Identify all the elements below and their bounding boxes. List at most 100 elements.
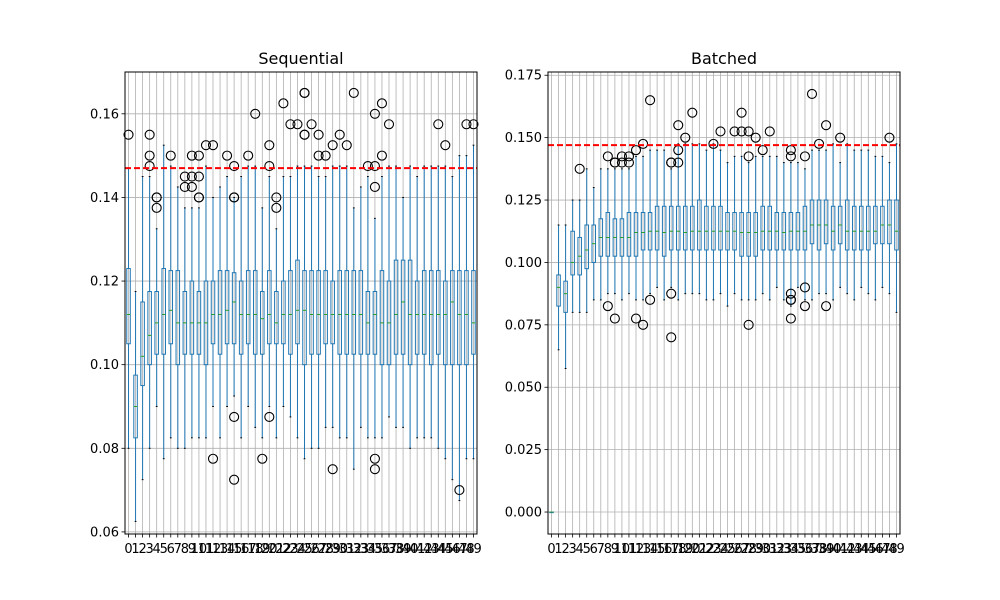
outlier-point [278,98,289,109]
iqr-box [372,291,378,355]
box-17 [666,157,677,343]
iqr-box [718,205,723,251]
iqr-box [640,212,646,251]
x-tick-label: 27 [733,542,750,557]
iqr-box [309,270,314,355]
box-7 [175,186,181,449]
x-tick-label: 1 [554,542,562,557]
outlier-point [799,151,811,162]
box-23 [708,138,719,301]
box-19 [680,132,691,295]
box-20 [264,140,275,422]
x-tick-label: 33 [353,542,370,557]
iqr-box [393,259,399,355]
box-39 [400,196,406,428]
outlier-point [729,126,740,137]
outlier-point [383,119,395,130]
outlier-point [334,129,345,140]
iqr-box [400,259,406,355]
outlier-point [207,453,219,464]
box-38 [813,138,825,295]
iqr-box [570,230,575,276]
box-16 [661,149,667,301]
x-tick-label: 7 [597,542,605,557]
iqr-box [633,212,639,257]
x-tick-label: 7 [174,542,182,557]
outlier-point [186,171,197,182]
x-tick-label: 5 [160,542,168,557]
box-45 [440,140,451,460]
box-30 [757,145,768,295]
iqr-box [379,270,385,366]
iqr-box [851,205,857,251]
sequential-plot-area [125,72,477,534]
subplot-batched: 0123456789101112131415161718192021222324… [505,49,905,557]
outlier-point [299,129,310,140]
x-tick-label: 4 [153,542,161,557]
iqr-box [407,259,413,366]
box-29 [327,140,338,475]
iqr-box [210,280,216,345]
outlier-point [785,145,796,156]
outlier-point [616,151,627,162]
outlier-point [327,464,338,475]
box-47 [454,155,465,502]
iqr-box [767,205,773,251]
x-tick-label: 9 [611,542,619,557]
box-24 [292,119,303,439]
y-tick-label: 0.10 [90,358,119,373]
box-1 [133,291,138,522]
outlier-point [229,474,240,485]
outlier-point [637,319,649,330]
iqr-box [316,270,321,355]
outlier-point [222,150,233,161]
box-16 [238,176,244,439]
outlier-point [884,132,895,143]
x-tick-label: 29 [324,542,341,557]
x-tick-label: 16 [233,542,250,557]
iqr-box [126,268,131,345]
iqr-box [161,268,166,355]
y-tick-label: 0.050 [505,381,542,396]
box-2 [140,176,145,481]
box-5 [584,168,589,313]
outlier-point [785,294,796,305]
box-33 [358,186,364,428]
x-tick-label: 3 [145,542,153,557]
outlier-point [193,192,204,203]
box-21 [697,143,702,295]
iqr-box [887,199,892,245]
box-26 [306,119,317,449]
outlier-point [461,119,472,130]
iqr-box [147,291,152,366]
outlier-point [313,129,324,140]
x-tick-label: 5 [583,542,591,557]
outlier-point [440,140,451,151]
box-4 [151,192,162,407]
iqr-box [337,270,342,355]
batched-boxes [549,88,899,514]
box-40 [407,165,413,449]
box-3 [570,199,575,313]
outlier-point [369,453,380,464]
x-tick-label: 40 [402,542,419,557]
x-tick-label: 8 [181,542,189,557]
x-tick-label: 16 [656,542,673,557]
box-44 [859,149,864,288]
x-tick-label: 21 [268,542,285,557]
iqr-box [746,212,751,257]
x-tick-label: 15 [226,542,243,557]
box-8 [179,171,190,449]
outlier-point [799,282,811,293]
box-37 [806,88,818,301]
outlier-point [369,161,380,172]
x-tick-label: 43 [423,542,440,557]
outlier-point [193,150,204,161]
y-tick-label: 0.06 [90,525,119,540]
x-tick-label: 45 [860,542,877,557]
iqr-box [760,205,765,251]
x-tick-label: 37 [804,542,821,557]
y-tick-label: 0.025 [505,443,542,458]
batched-axes-frame [547,71,901,535]
y-tick-label: 0.150 [505,131,542,146]
